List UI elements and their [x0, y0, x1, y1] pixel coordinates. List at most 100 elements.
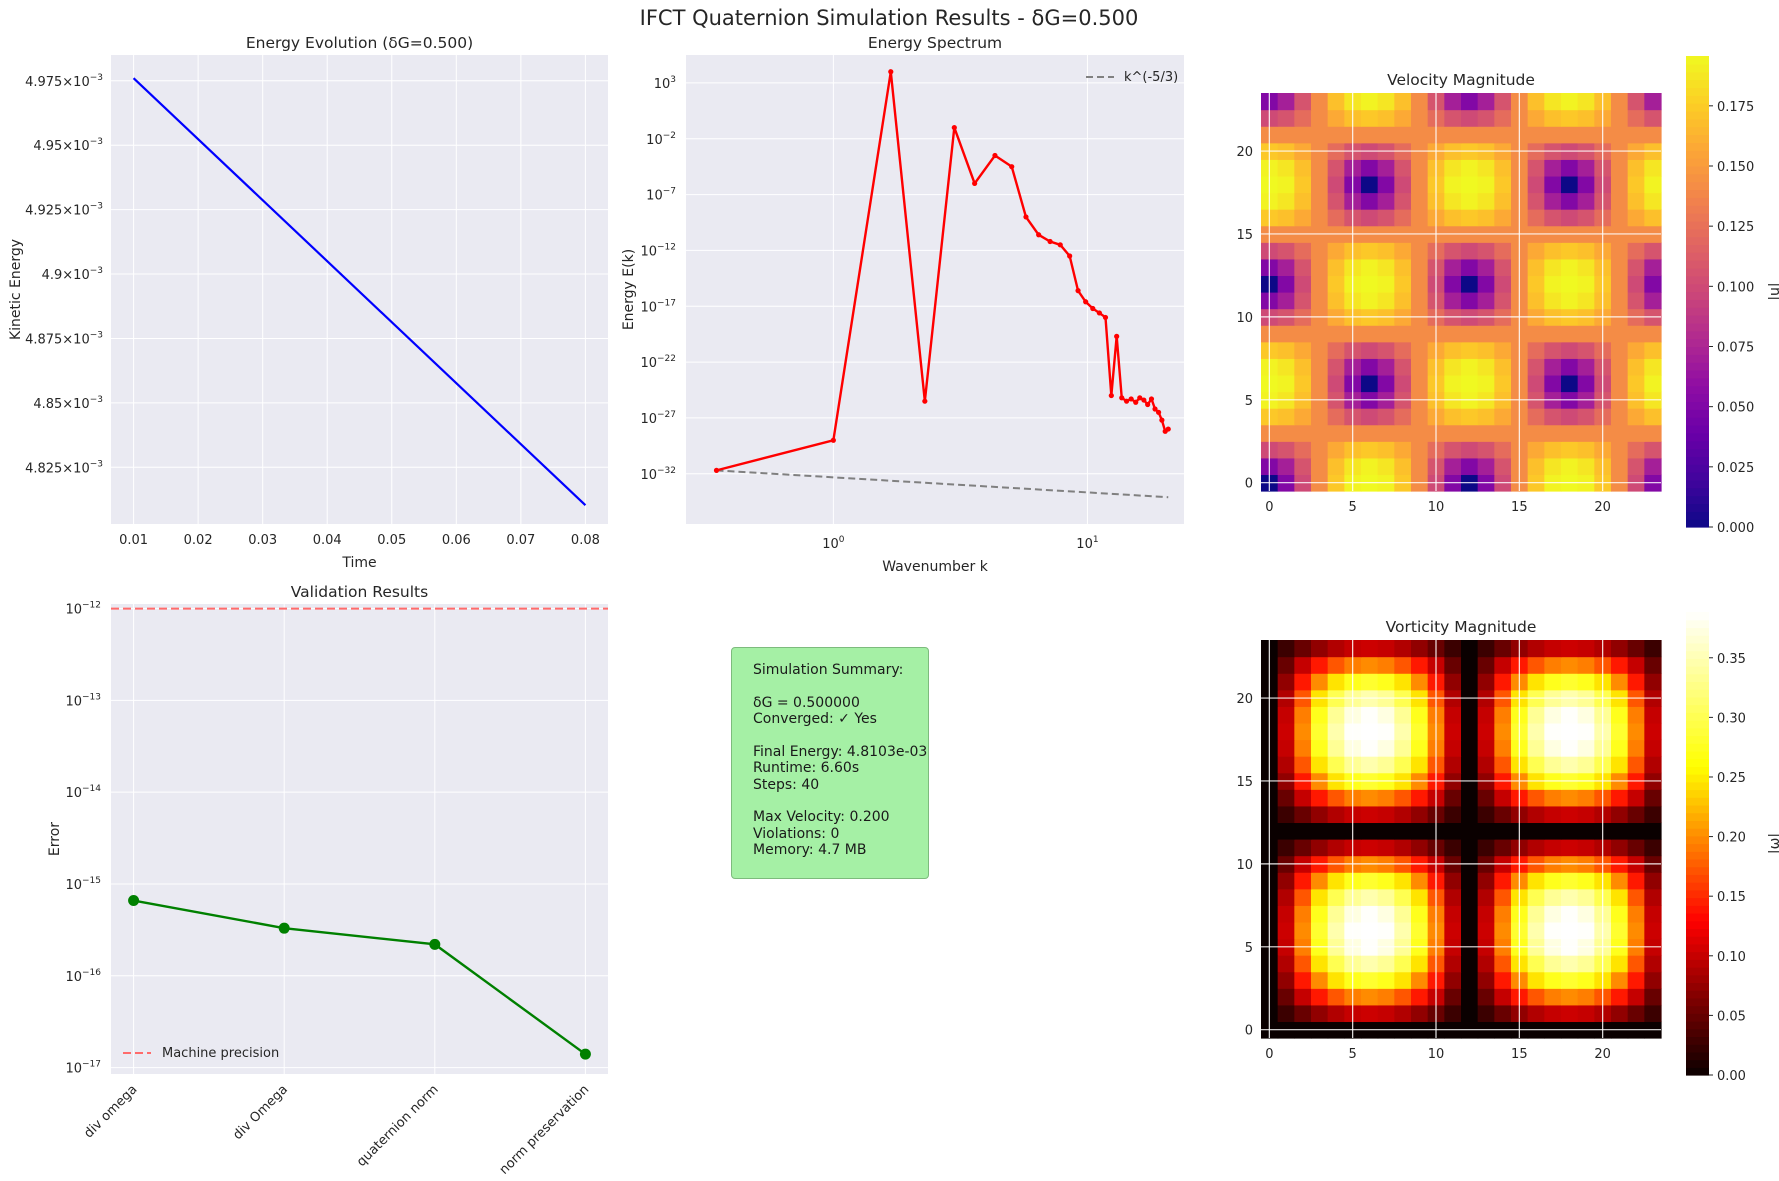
heatmap-cell — [1394, 358, 1412, 376]
heatmap-cell — [1444, 656, 1462, 674]
heatmap-cell — [1377, 358, 1395, 376]
heatmap-cell — [1377, 872, 1395, 890]
colorbar-tick-label: 0.025 — [1717, 461, 1754, 476]
colorbar-tick-label: 0.000 — [1717, 521, 1754, 536]
heatmap-cell — [1394, 209, 1412, 227]
y-tick-label: 10−12 — [640, 242, 676, 259]
y-tick-label-exponent: −3 — [90, 137, 103, 147]
heatmap-cell — [1644, 872, 1662, 890]
heatmap-cell — [1561, 408, 1579, 426]
heatmap-cell — [1277, 175, 1295, 194]
heatmap-cell — [1361, 408, 1379, 426]
heatmap-cell — [1277, 872, 1295, 890]
heatmap-cell — [1627, 756, 1645, 774]
colorbar-tick-label: 0.075 — [1717, 340, 1754, 355]
y-tick-label-base: 10 — [640, 244, 657, 259]
heatmap-cell — [1377, 789, 1395, 807]
heatmap-cell — [1311, 325, 1329, 343]
heatmap-cell — [1411, 673, 1429, 691]
heatmap-cell — [1577, 905, 1595, 923]
heatmap-cell — [1444, 888, 1462, 906]
colorbar-segment — [1686, 943, 1709, 953]
colorbar-tick-label: 0.20 — [1717, 831, 1746, 846]
heatmap-cell — [1294, 159, 1312, 177]
heatmap-cell — [1277, 374, 1295, 393]
heatmap-cell — [1577, 109, 1595, 127]
heatmap-cell — [1644, 739, 1662, 757]
heatmap-cell — [1644, 424, 1662, 442]
heatmap-cell — [1311, 126, 1329, 144]
heatmap-cell — [1527, 988, 1545, 1006]
heatmap-cell — [1327, 988, 1345, 1006]
heatmap-cell — [1644, 988, 1662, 1006]
colorbar-segment — [1686, 142, 1709, 151]
heatmap-cell — [1377, 722, 1395, 741]
heatmap-cell — [1411, 921, 1429, 940]
heatmap-cell — [1327, 358, 1345, 376]
heatmap-cell — [1644, 93, 1662, 111]
heatmap-cell — [1494, 839, 1512, 857]
x-tick-label: div omega — [81, 1082, 140, 1141]
heatmap-cell — [1277, 275, 1295, 293]
colorbar-segment — [1686, 696, 1709, 706]
heatmap-cell — [1644, 673, 1662, 691]
heatmap-cell — [1461, 971, 1479, 989]
heatmap-cell — [1377, 988, 1395, 1006]
heatmap-cell — [1611, 955, 1629, 973]
x-tick-label-base: 10 — [1076, 537, 1093, 552]
summary-runtime: Runtime: 6.60s — [753, 760, 860, 776]
heatmap-cell — [1494, 872, 1512, 890]
x-tick-label: 10 — [1428, 1047, 1445, 1062]
heatmap-cell — [1544, 457, 1562, 476]
heatmap-cell — [1311, 789, 1329, 807]
heatmap-cell — [1527, 921, 1545, 940]
heatmap-cell — [1411, 955, 1429, 973]
colorbar-segment — [1686, 928, 1709, 937]
heatmap-cell — [1611, 209, 1629, 227]
spectrum-point — [1155, 409, 1162, 415]
y-tick-label-exponent: −17 — [657, 298, 676, 308]
axes-background — [686, 55, 1184, 524]
heatmap-cell — [1411, 341, 1429, 359]
heatmap-cell — [1561, 292, 1579, 310]
heatmap-cell — [1577, 275, 1595, 293]
heatmap-cell — [1477, 408, 1495, 426]
y-tick-label: 20 — [1236, 692, 1253, 707]
x-tick-label: div Omega — [230, 1082, 291, 1143]
colorbar-segment — [1686, 812, 1709, 821]
heatmap-cell — [1444, 805, 1462, 824]
heatmap-cell — [1394, 424, 1412, 442]
y-tick-label: 10−14 — [65, 784, 101, 801]
y-tick-label-exponent: −3 — [90, 459, 103, 469]
heatmap-cell — [1294, 192, 1312, 210]
heatmap-cell — [1494, 159, 1512, 177]
heatmap-cell — [1294, 872, 1312, 890]
heatmap-cell — [1294, 424, 1312, 442]
heatmap-cell — [1644, 457, 1662, 476]
colorbar-segment — [1686, 432, 1709, 442]
heatmap-cell — [1627, 955, 1645, 973]
heatmap-cell — [1444, 441, 1462, 459]
y-tick-label-base: 4.925×10 — [25, 204, 90, 219]
heatmap-cell — [1461, 358, 1479, 376]
heatmap-cell — [1311, 341, 1329, 359]
heatmap-cell — [1311, 905, 1329, 923]
heatmap-cell — [1394, 325, 1412, 343]
heatmap-cell — [1311, 175, 1329, 194]
y-tick-label-exponent: −3 — [90, 73, 103, 83]
spectrum-point — [922, 398, 928, 404]
heatmap-cell — [1277, 706, 1295, 724]
y-tick-label-base: 4.9×10 — [42, 268, 90, 283]
heatmap-cell — [1577, 341, 1595, 359]
colorbar-segment — [1686, 743, 1709, 752]
colorbar-tick-label: 0.35 — [1717, 652, 1746, 667]
colorbar-segment — [1686, 1028, 1709, 1038]
heatmap-cell — [1277, 209, 1295, 227]
heatmap-cell — [1461, 839, 1479, 857]
heatmap-cell — [1644, 971, 1662, 989]
heatmap-cell — [1411, 275, 1429, 293]
spectrum-point — [972, 180, 978, 187]
heatmap-cell — [1327, 374, 1345, 393]
energy-evolution-chart: 0.01 0.02 0.03 0.04 0.05 0.06 0.07 0.08 4.825×10… — [8, 34, 608, 571]
y-tick-label-base: 4.85×10 — [33, 397, 89, 412]
